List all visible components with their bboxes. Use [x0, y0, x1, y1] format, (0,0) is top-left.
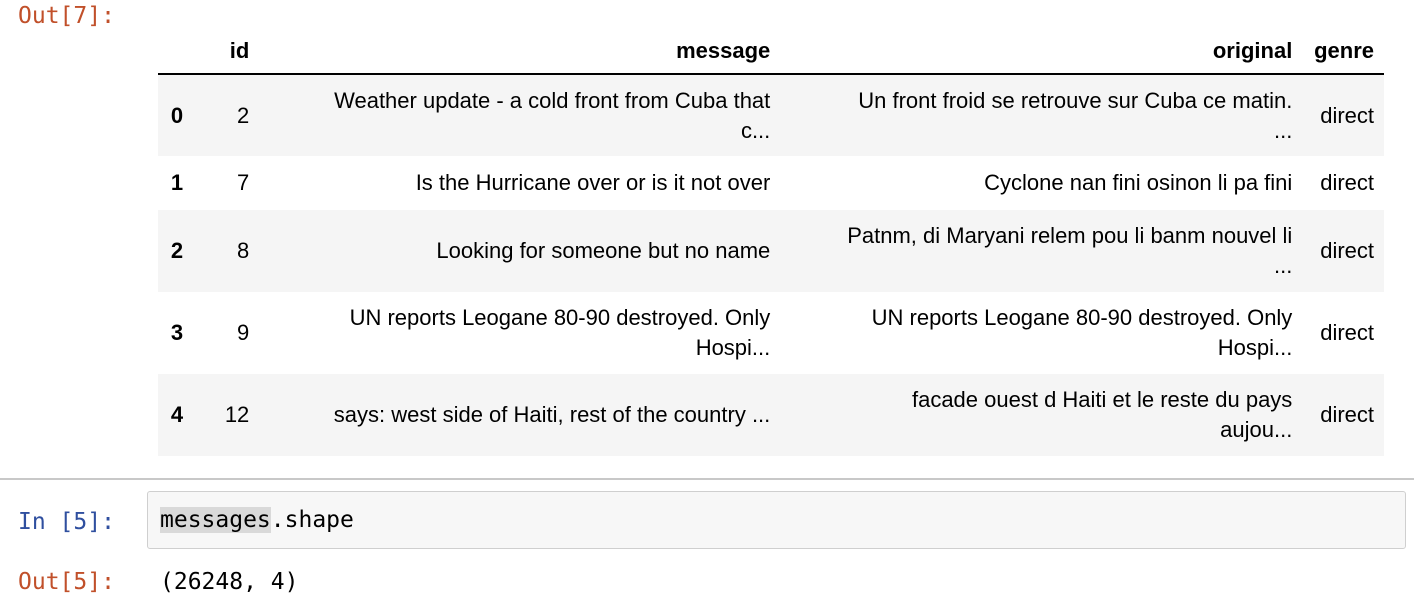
- message-cell: Weather update - a cold front from Cuba …: [259, 74, 780, 156]
- message-cell: Looking for someone but no name: [259, 210, 780, 292]
- output-prompt-7: Out[7]:: [18, 3, 115, 29]
- genre-cell: direct: [1320, 402, 1374, 427]
- original-line: ...: [1273, 253, 1293, 278]
- index-header: [158, 28, 194, 75]
- original-line: UN reports Leogane 80-90 destroyed. Only: [871, 305, 1293, 330]
- original-line: Hospi...: [1217, 335, 1293, 360]
- id-cell: 9: [237, 320, 250, 345]
- message-line: UN reports Leogane 80-90 destroyed. Only: [349, 305, 771, 330]
- original-cell: Cyclone nan fini osinon li pa fini: [780, 156, 1302, 210]
- original-line: aujou...: [1220, 417, 1293, 442]
- message-line: Is the Hurricane over or is it not over: [415, 170, 771, 195]
- table-row: 1 7 Is the Hurricane over or is it not o…: [158, 156, 1384, 210]
- message-line: Weather update - a cold front from Cuba …: [334, 87, 771, 113]
- original-line: facade ouest d Haiti et le reste du pays: [911, 387, 1293, 412]
- row-index: 0: [170, 102, 184, 128]
- table-row: 0 2 Weather update - a cold front from C…: [158, 74, 1384, 156]
- input-prompt-5: In [5]:: [18, 509, 115, 535]
- id-cell: 8: [237, 238, 250, 263]
- dataframe-table: id message original genre 0 2 Weather up…: [158, 28, 1384, 456]
- original-cell: facade ouest d Haiti et le reste du pays…: [780, 374, 1302, 456]
- row-index: 2: [170, 238, 184, 263]
- table-row: 4 12 says: west side of Haiti, rest of t…: [158, 374, 1384, 456]
- row-index: 1: [170, 170, 184, 195]
- output-prompt-5: Out[5]:: [18, 569, 115, 595]
- original-cell: Un front froid se retrouve sur Cuba ce m…: [780, 74, 1302, 156]
- row-index: 3: [170, 320, 184, 345]
- message-cell: UN reports Leogane 80-90 destroyed. Only…: [259, 292, 780, 374]
- message-line: Hospi...: [695, 335, 771, 360]
- original-line: ...: [1273, 117, 1293, 143]
- message-header: message: [259, 28, 781, 75]
- message-cell: says: west side of Haiti, rest of the co…: [259, 374, 780, 456]
- code-attribute: .shape: [270, 507, 354, 533]
- cell-divider: [0, 478, 1414, 480]
- table-row: 3 9 UN reports Leogane 80-90 destroyed. …: [158, 292, 1384, 374]
- dataframe-output: id message original genre 0 2 Weather up…: [158, 28, 1384, 456]
- original-header: original: [780, 28, 1303, 75]
- original-cell: UN reports Leogane 80-90 destroyed. Only…: [780, 292, 1302, 374]
- message-line: says: west side of Haiti, rest of the co…: [333, 402, 771, 427]
- message-line: Looking for someone but no name: [436, 238, 771, 263]
- id-cell: 7: [237, 170, 250, 195]
- genre-cell: direct: [1320, 320, 1374, 345]
- original-line: Patnm, di Maryani relem pou li banm nouv…: [847, 223, 1293, 248]
- id-cell: 12: [224, 402, 250, 427]
- highlighted-identifier: messages: [160, 507, 271, 533]
- genre-cell: direct: [1320, 102, 1374, 128]
- row-index: 4: [170, 402, 184, 427]
- id-header: id: [193, 28, 260, 75]
- genre-cell: direct: [1320, 238, 1374, 263]
- shape-output: (26248, 4): [160, 569, 299, 595]
- message-line: c...: [740, 117, 771, 143]
- genre-cell: direct: [1320, 170, 1374, 195]
- original-line: Cyclone nan fini osinon li pa fini: [984, 170, 1293, 195]
- table-header-row: id message original genre: [158, 28, 1384, 75]
- table-row: 2 8 Looking for someone but no name Patn…: [158, 210, 1384, 292]
- code-cell-input[interactable]: messages.shape: [147, 491, 1406, 549]
- id-cell: 2: [237, 102, 250, 128]
- original-cell: Patnm, di Maryani relem pou li banm nouv…: [780, 210, 1302, 292]
- message-cell: Is the Hurricane over or is it not over: [259, 156, 780, 210]
- genre-header: genre: [1302, 28, 1384, 75]
- original-line: Un front froid se retrouve sur Cuba ce m…: [858, 87, 1293, 113]
- code-text[interactable]: messages.shape: [160, 506, 354, 534]
